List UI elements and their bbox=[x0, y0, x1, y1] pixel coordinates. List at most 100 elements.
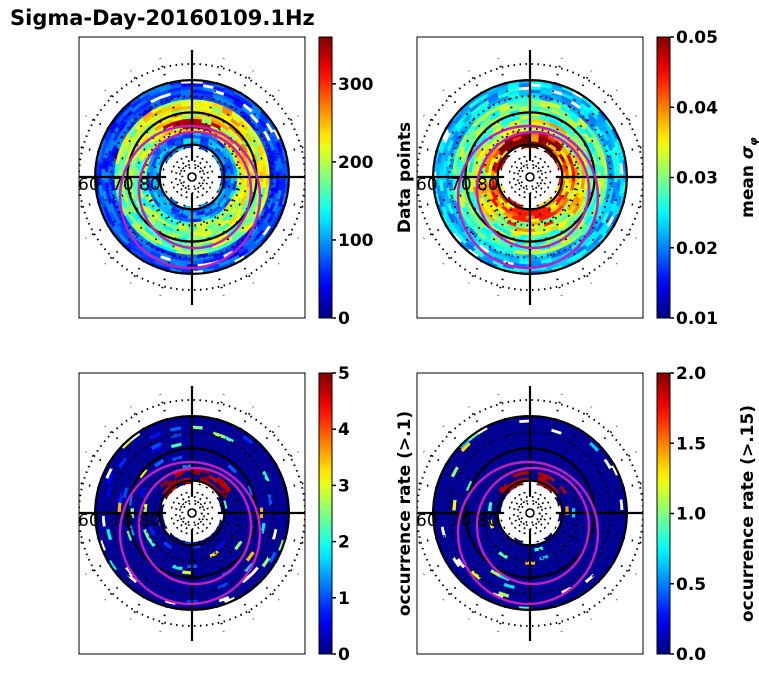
grid-radial-dotted bbox=[497, 515, 531, 632]
grid-radial-dotted bbox=[191, 179, 225, 296]
colorbar-tick-label: 4 bbox=[338, 420, 350, 440]
colorbar-label: occurrence rate (>.1) bbox=[395, 411, 415, 616]
grid-radial-dotted bbox=[192, 406, 255, 511]
grid-radial-dotted bbox=[194, 176, 305, 209]
colorbar-tick-label: 0 bbox=[338, 645, 350, 665]
grid-circle-dotted bbox=[181, 166, 203, 188]
colorbar-tick-label: 0 bbox=[338, 309, 350, 329]
colorbar-label: occurrence rate (>.15) bbox=[738, 405, 758, 622]
grid-radial-dotted bbox=[529, 394, 563, 511]
colorbar-tick-label: 1.0 bbox=[676, 505, 706, 525]
grid-radial-dotted bbox=[467, 515, 530, 620]
heatmap-bin bbox=[439, 504, 444, 516]
heatmap-bins bbox=[95, 415, 289, 611]
grid-radial-dotted bbox=[192, 515, 255, 620]
grid-radial-dotted bbox=[497, 58, 531, 175]
grid-radial-dotted bbox=[531, 514, 618, 601]
latitude-label-80: 80 bbox=[477, 175, 499, 195]
heatmap-bin bbox=[616, 168, 621, 180]
grid-radial-dotted bbox=[193, 178, 280, 265]
grid-radial-dotted bbox=[194, 177, 299, 240]
grid-radial-dotted bbox=[79, 481, 190, 514]
grid-radial-dotted bbox=[104, 89, 191, 176]
heatmap-bin bbox=[619, 174, 624, 186]
heatmap-bin bbox=[278, 504, 283, 516]
colorbar-tick-label: 200 bbox=[338, 153, 374, 173]
latitude-label-70: 70 bbox=[112, 511, 134, 531]
heatmap-bin bbox=[457, 565, 468, 577]
colorbar-tick-label: 100 bbox=[338, 231, 374, 251]
latitude-label-70: 70 bbox=[450, 175, 472, 195]
colorbar-gradient bbox=[318, 372, 333, 655]
grid-radial-dotted bbox=[531, 178, 618, 265]
heatmap-bin bbox=[619, 510, 624, 522]
grid-radial-dotted bbox=[532, 450, 637, 513]
latitude-label-60: 60 bbox=[416, 511, 438, 531]
grid-circle-dotted bbox=[519, 502, 541, 524]
colorbar-label: mean σφ bbox=[738, 137, 759, 218]
grid-radial-dotted bbox=[417, 176, 528, 209]
panel-1: 60 70 80 0 100 200 300 Data points bbox=[78, 36, 415, 329]
grid-radial-dotted bbox=[532, 176, 643, 209]
grid-radial-dotted bbox=[417, 512, 528, 545]
colorbar-tick-label: 0.0 bbox=[676, 645, 706, 665]
plot-frame bbox=[78, 372, 306, 655]
grid-radial-dotted bbox=[194, 513, 299, 576]
grid-radial-dotted bbox=[530, 179, 593, 284]
grid-radial-dotted bbox=[159, 58, 193, 175]
colorbar-tick-label: 5 bbox=[338, 364, 350, 384]
grid-radial-dotted bbox=[531, 425, 618, 512]
latitude-label-60: 60 bbox=[78, 175, 100, 195]
grid-radial-dotted bbox=[191, 394, 225, 511]
colorbar-label: Data points bbox=[395, 122, 415, 233]
grid-radial-dotted bbox=[79, 512, 190, 545]
colorbar-tick-label: 1 bbox=[338, 589, 350, 609]
grid-radial-dotted bbox=[194, 512, 305, 545]
heatmap-bin bbox=[101, 168, 106, 180]
heatmap-bin bbox=[281, 174, 286, 186]
plot-frame bbox=[416, 36, 644, 319]
grid-radial-dotted bbox=[532, 513, 637, 576]
colorbar-gradient bbox=[656, 36, 671, 319]
grid-radial-dotted bbox=[79, 176, 190, 209]
grid-radial-dotted bbox=[423, 114, 528, 177]
grid-radial-dotted bbox=[467, 70, 530, 175]
latitude-label-60: 60 bbox=[416, 175, 438, 195]
grid-radial-dotted bbox=[442, 89, 529, 176]
grid-radial-dotted bbox=[85, 513, 190, 576]
plot-frame bbox=[78, 36, 306, 319]
grid-radial-dotted bbox=[532, 145, 643, 178]
plot-area bbox=[79, 386, 305, 641]
grid-radial-dotted bbox=[192, 179, 255, 284]
colorbar-tick-label: 0.05 bbox=[676, 28, 718, 48]
grid-radial-dotted bbox=[159, 515, 193, 632]
heatmap-bin bbox=[616, 504, 621, 516]
oval-equatorward-boundary bbox=[456, 460, 600, 606]
oval-equatorward-boundary bbox=[118, 124, 262, 270]
grid-radial-dotted bbox=[423, 177, 528, 240]
oval-equatorward-boundary bbox=[456, 124, 600, 270]
panel-3: 60 70 80 0 1 2 3 4 5 occurrence rate (>.1) bbox=[78, 364, 415, 665]
grid-radial-dotted bbox=[529, 58, 563, 175]
grid-radial-dotted bbox=[129, 179, 192, 284]
heatmap-bin bbox=[518, 83, 531, 88]
grid-radial-dotted bbox=[423, 450, 528, 513]
oval-poleward-boundary bbox=[137, 130, 253, 250]
oval-poleward-boundary bbox=[137, 466, 253, 586]
colorbar-tick-label: 0.02 bbox=[676, 239, 718, 259]
grid-radial-dotted bbox=[497, 394, 531, 511]
grid-radial-dotted bbox=[529, 515, 563, 632]
grid-radial-dotted bbox=[497, 179, 531, 296]
grid-radial-dotted bbox=[85, 177, 190, 240]
grid-circle-dotted bbox=[181, 502, 203, 524]
colorbar: 0.0 0.5 1.0 1.5 2.0 occurrence rate (>.15) bbox=[656, 364, 758, 665]
oval-poleward-boundary bbox=[475, 466, 591, 586]
grid-radial-dotted bbox=[85, 114, 190, 177]
grid-radial-dotted bbox=[423, 513, 528, 576]
grid-radial-dotted bbox=[532, 177, 637, 240]
latitude-label-70: 70 bbox=[450, 511, 472, 531]
grid-radial-dotted bbox=[193, 425, 280, 512]
latitude-label-60: 60 bbox=[78, 511, 100, 531]
grid-radial-dotted bbox=[193, 514, 280, 601]
